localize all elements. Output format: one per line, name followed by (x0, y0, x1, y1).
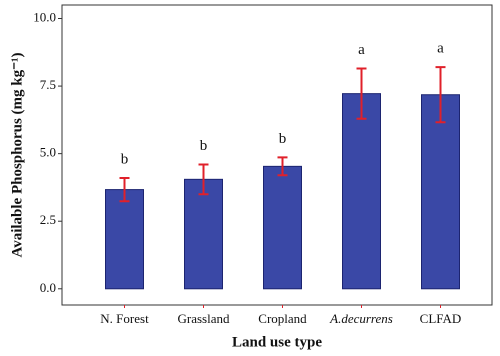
y-tick-label: 7.5 (40, 77, 56, 92)
y-tick-label: 2.5 (40, 212, 56, 227)
bar (263, 165, 302, 290)
x-tick-label: Cropland (258, 311, 307, 326)
error-bar (277, 156, 288, 177)
x-tick-label: N. Forest (100, 311, 149, 326)
annotation: b (279, 131, 287, 147)
bar (421, 94, 460, 290)
y-tick-label: 10.0 (33, 9, 56, 24)
x-tick-label: Grassland (178, 311, 230, 326)
error-bar (119, 176, 130, 203)
annotation: b (121, 151, 129, 167)
x-tick-label: CLFAD (420, 311, 462, 326)
bar (184, 178, 223, 290)
y-tick-label: 5.0 (40, 145, 56, 160)
y-axis-title: Available Phosphorus (mg kg⁻¹) (9, 52, 25, 257)
x-tick-label: A.decurrens (329, 311, 393, 326)
error-bar (435, 66, 446, 124)
annotation: a (437, 41, 444, 57)
annotation: a (358, 42, 365, 58)
y-tick-label: 0.0 (40, 280, 56, 295)
bar (105, 189, 144, 290)
error-bar (198, 163, 209, 196)
bar (342, 93, 381, 290)
x-axis-title: Land use type (232, 334, 322, 350)
error-bar (356, 67, 367, 120)
plot-frame (61, 4, 493, 306)
annotation: b (200, 138, 208, 154)
